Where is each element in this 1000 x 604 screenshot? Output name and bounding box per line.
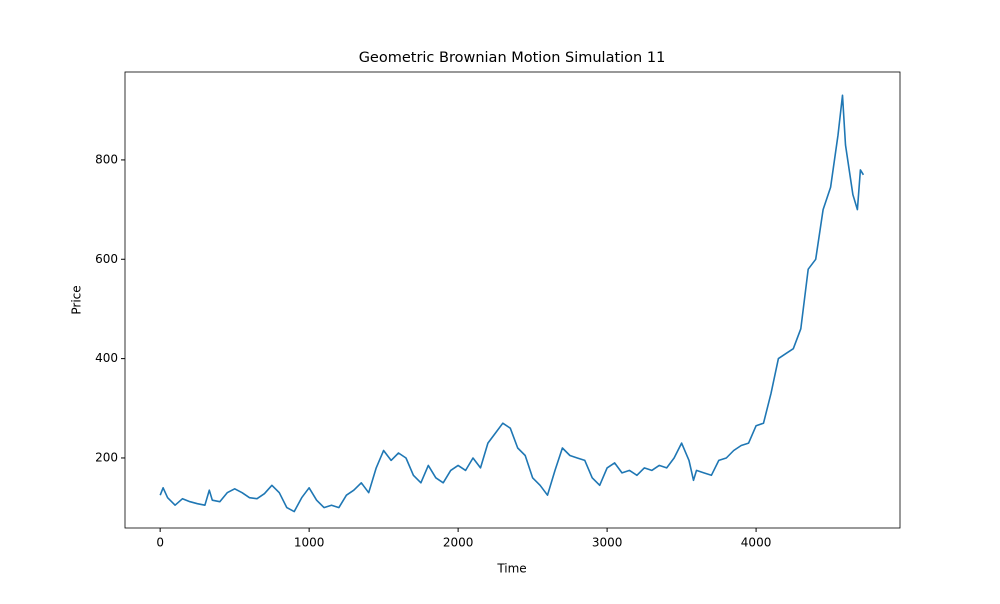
x-tick-label: 3000 bbox=[592, 536, 623, 550]
x-tick-label: 4000 bbox=[741, 536, 772, 550]
y-tick-label: 400 bbox=[95, 351, 118, 365]
plot-frame bbox=[124, 71, 901, 529]
line bbox=[159, 94, 865, 513]
x-tick-label: 2000 bbox=[443, 536, 474, 550]
chart-title: Geometric Brownian Motion Simulation 11 bbox=[359, 50, 666, 66]
y-tick-label: 800 bbox=[95, 152, 118, 166]
x-tick-label: 1000 bbox=[294, 536, 325, 550]
y-tick-label: 200 bbox=[95, 450, 118, 464]
y-tick-label: 600 bbox=[95, 252, 118, 266]
y-axis-label: Price bbox=[70, 285, 84, 314]
x-tick-label: 0 bbox=[156, 536, 164, 550]
x-axis-label: Time bbox=[496, 562, 526, 576]
